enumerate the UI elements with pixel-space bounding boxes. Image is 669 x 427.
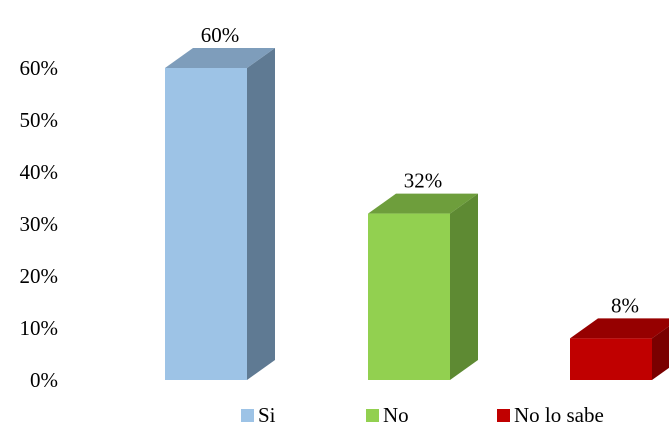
y-tick-label-50: 50%	[20, 108, 59, 132]
legend-item-no-lo-sabe: No lo sabe	[497, 404, 604, 426]
legend-swatch-no-lo-sabe	[497, 408, 510, 422]
data-label-no-lo-sabe: 8%	[611, 293, 639, 317]
y-tick-label-60: 60%	[20, 56, 59, 80]
bar-front-no	[368, 213, 450, 380]
legend-item-no: No	[366, 404, 409, 426]
bar-side-no-lo-sabe	[652, 326, 669, 380]
bar-no-lo-sabe	[570, 318, 669, 380]
data-label-si: 60%	[201, 23, 240, 47]
bar-side-no	[450, 193, 478, 380]
bars	[165, 48, 669, 380]
bar-front-si	[165, 68, 247, 380]
legend-label-si: Si	[258, 403, 276, 427]
data-label-no: 32%	[404, 169, 443, 193]
y-tick-label-20: 20%	[20, 264, 59, 288]
bar-si	[165, 48, 275, 380]
y-tick-label-30: 30%	[20, 212, 59, 236]
y-axis: 0% 10% 20% 30% 40% 50% 60%	[20, 56, 59, 392]
bar-top-no	[368, 193, 478, 214]
bar-top-no-lo-sabe	[570, 318, 669, 339]
y-tick-label-10: 10%	[20, 316, 59, 340]
bar-side-si	[247, 48, 275, 380]
legend: Si No No lo sabe	[0, 404, 669, 426]
y-tick-label-40: 40%	[20, 160, 59, 184]
bar-no	[368, 193, 478, 380]
legend-label-no-lo-sabe: No lo sabe	[514, 403, 604, 427]
data-labels: 60% 32% 8%	[201, 23, 639, 317]
legend-label-no: No	[383, 403, 409, 427]
bar-top-si	[165, 48, 275, 68]
bar-front-no-lo-sabe	[570, 338, 652, 380]
y-tick-label-0: 0%	[30, 368, 58, 392]
legend-swatch-no	[366, 408, 379, 422]
legend-item-si: Si	[241, 404, 276, 426]
legend-swatch-si	[241, 408, 254, 422]
